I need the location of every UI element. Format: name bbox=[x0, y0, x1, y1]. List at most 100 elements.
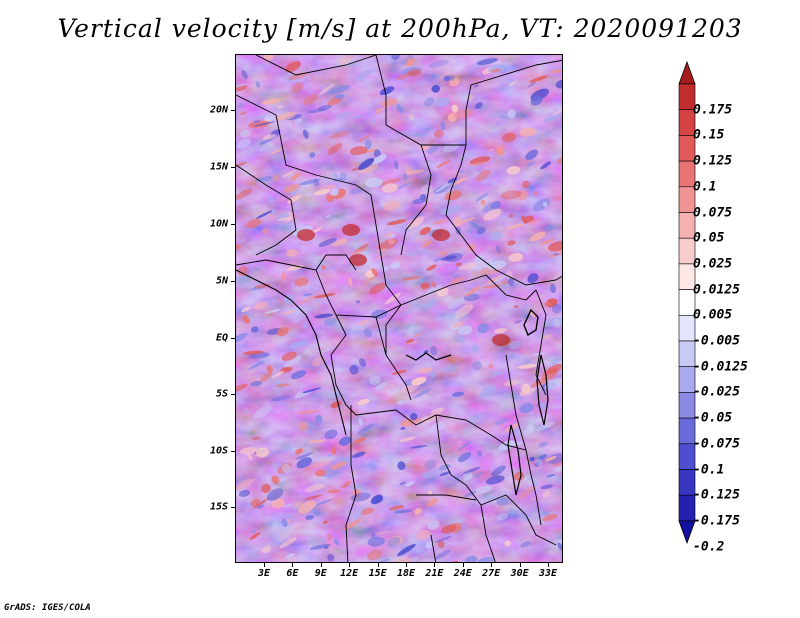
upward-motion-patch bbox=[469, 156, 491, 165]
upward-motion-patch bbox=[483, 208, 502, 221]
longitude-tick bbox=[462, 563, 464, 567]
downward-motion-patch bbox=[389, 262, 401, 269]
upward-motion-patch bbox=[426, 497, 438, 507]
upward-motion-patch bbox=[239, 111, 247, 116]
downward-motion-patch bbox=[257, 504, 264, 509]
upward-motion-patch bbox=[298, 421, 308, 431]
downward-motion-patch bbox=[464, 490, 477, 498]
downward-motion-patch bbox=[490, 231, 503, 241]
downward-motion-patch bbox=[427, 342, 433, 347]
downward-motion-patch bbox=[389, 233, 396, 238]
upward-motion-patch bbox=[414, 508, 422, 515]
downward-motion-patch bbox=[324, 429, 338, 440]
downward-motion-patch bbox=[434, 97, 450, 107]
downward-motion-patch bbox=[302, 387, 322, 394]
upward-motion-patch bbox=[373, 254, 386, 261]
grads-credit: GrADS: IGES/COLA bbox=[4, 603, 91, 613]
longitude-label: 3E bbox=[257, 568, 271, 579]
upward-motion-patch bbox=[323, 520, 328, 524]
upward-motion-patch bbox=[271, 498, 285, 509]
downward-motion-patch bbox=[236, 332, 248, 344]
upward-motion-patch bbox=[332, 238, 349, 247]
upward-motion-patch bbox=[452, 321, 464, 328]
downward-motion-patch bbox=[349, 364, 359, 375]
downward-motion-patch bbox=[540, 484, 554, 490]
downward-motion-patch bbox=[476, 227, 486, 235]
colorbar-label: 0.005 bbox=[693, 307, 733, 323]
latitude-label: EQ bbox=[215, 332, 228, 344]
upward-motion-patch bbox=[245, 218, 262, 229]
downward-motion-patch bbox=[311, 537, 327, 549]
downward-motion-patch bbox=[508, 277, 514, 286]
upward-motion-patch bbox=[368, 276, 377, 281]
latitude-tick bbox=[231, 167, 235, 168]
upward-motion-patch bbox=[540, 238, 555, 245]
downward-motion-patch bbox=[474, 471, 485, 478]
longitude-label: 15E bbox=[368, 568, 387, 579]
downward-motion-patch bbox=[476, 58, 499, 65]
colorbar-label: -0.175 bbox=[693, 513, 740, 529]
colorbar-label: -0.025 bbox=[693, 384, 740, 400]
downward-motion-patch bbox=[409, 445, 428, 449]
upward-motion-patch bbox=[369, 282, 387, 294]
upward-motion-patch bbox=[262, 98, 281, 105]
downward-motion-patch bbox=[371, 154, 387, 165]
upward-motion-patch bbox=[266, 365, 273, 374]
latitude-tick bbox=[231, 394, 235, 395]
upward-motion-patch bbox=[327, 489, 341, 494]
longitude-tick bbox=[519, 563, 521, 567]
upward-motion-patch bbox=[420, 282, 430, 290]
downward-motion-patch bbox=[394, 509, 413, 514]
upward-motion-patch bbox=[421, 240, 433, 248]
upward-motion-patch bbox=[261, 546, 272, 554]
upward-motion-patch bbox=[552, 105, 562, 116]
upward-motion-patch bbox=[277, 217, 293, 221]
upward-motion-patch bbox=[262, 227, 269, 235]
downward-motion-patch bbox=[434, 182, 452, 193]
downward-motion-patch bbox=[339, 436, 351, 446]
upward-motion-patch bbox=[281, 351, 298, 362]
downward-motion-patch bbox=[527, 81, 537, 88]
upward-motion-patch bbox=[519, 127, 537, 137]
upward-motion-patch bbox=[351, 167, 361, 171]
latitude-label: 5N bbox=[215, 275, 228, 287]
colorbar-label: 0.075 bbox=[693, 205, 733, 220]
downward-motion-patch bbox=[264, 308, 281, 314]
downward-motion-patch bbox=[458, 441, 463, 444]
downward-motion-patch bbox=[309, 152, 316, 158]
downward-motion-patch bbox=[471, 344, 480, 353]
longitude-tick bbox=[292, 563, 294, 567]
upward-motion-patch bbox=[406, 338, 414, 344]
downward-motion-patch bbox=[382, 496, 388, 501]
downward-motion-patch bbox=[491, 371, 502, 375]
downward-motion-patch bbox=[250, 380, 263, 387]
upward-motion-patch bbox=[382, 200, 401, 211]
downward-motion-patch bbox=[527, 424, 535, 434]
downward-motion-patch bbox=[443, 75, 450, 82]
upward-motion-patch bbox=[542, 513, 558, 522]
upward-motion-patch bbox=[261, 483, 271, 494]
latitude-label: 5S bbox=[215, 388, 228, 400]
upward-motion-patch bbox=[519, 387, 536, 396]
upward-motion-patch bbox=[426, 264, 437, 271]
downward-motion-patch bbox=[358, 358, 367, 367]
border-line bbox=[400, 274, 537, 306]
longitude-tick bbox=[434, 563, 436, 567]
downward-motion-patch bbox=[535, 421, 555, 432]
downward-motion-patch bbox=[252, 120, 261, 124]
upward-motion-patch bbox=[275, 383, 290, 388]
border-line bbox=[236, 164, 297, 256]
downward-motion-patch bbox=[302, 129, 309, 139]
upward-motion-patch bbox=[548, 240, 562, 252]
upward-motion-patch bbox=[504, 540, 511, 547]
downward-motion-patch bbox=[440, 205, 462, 215]
downward-motion-patch bbox=[431, 84, 440, 93]
upward-motion-patch bbox=[386, 219, 407, 226]
upward-motion-patch bbox=[411, 377, 427, 386]
upward-motion-patch bbox=[358, 319, 370, 326]
upward-motion-patch bbox=[297, 409, 319, 415]
colorbar-label: -0.05 bbox=[693, 410, 733, 426]
downward-motion-patch bbox=[474, 255, 485, 264]
coastline bbox=[236, 269, 347, 436]
downward-motion-patch bbox=[392, 417, 400, 424]
